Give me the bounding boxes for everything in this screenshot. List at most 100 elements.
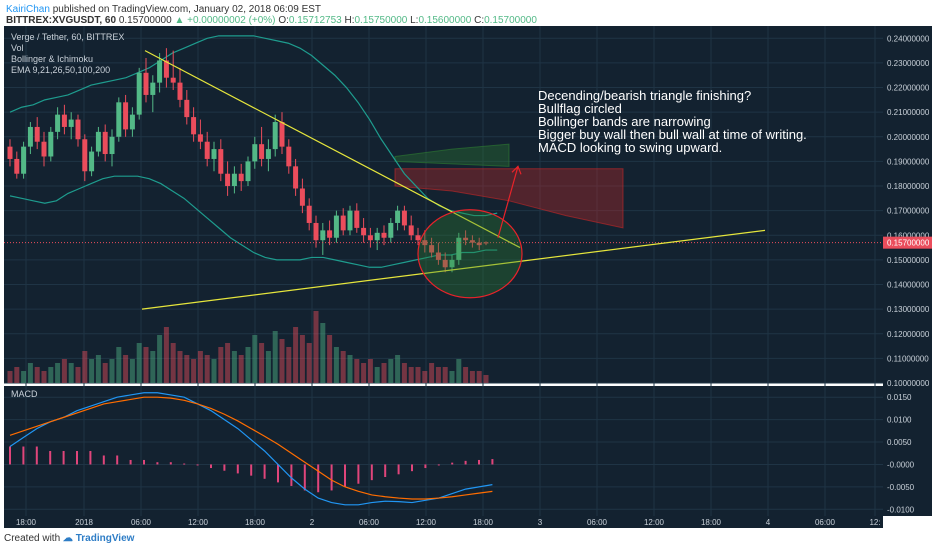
macd-histogram-bar	[277, 464, 279, 483]
volume-bar	[401, 363, 407, 383]
candle-body	[225, 173, 231, 187]
macd-histogram-bar	[62, 451, 65, 465]
time-tick-label: 06:00	[131, 518, 152, 527]
volume-bar	[68, 363, 74, 383]
volume-bar	[442, 367, 448, 383]
volume-bar	[61, 359, 67, 383]
volume-bar	[449, 371, 455, 383]
volume-bar	[354, 359, 360, 383]
main-pane-bg	[4, 26, 883, 383]
macd-histogram-bar	[451, 462, 454, 465]
time-tick-label: 2	[310, 518, 315, 527]
macd-pane-bg	[4, 386, 883, 516]
macd-histogram-bar	[397, 464, 400, 475]
time-tick-label: 12:00	[188, 518, 209, 527]
tradingview-logo[interactable]: ☁ TradingView	[62, 533, 135, 544]
volume-bar	[21, 371, 27, 383]
volume-bar	[82, 351, 88, 383]
volume-bar	[231, 351, 237, 383]
volume-bar	[14, 367, 20, 383]
annotation-text: Decending/bearish triangle finishing? Bu…	[538, 88, 807, 155]
candle-body	[89, 151, 95, 172]
macd-histogram-bar	[156, 462, 159, 465]
volume-bar	[333, 347, 339, 383]
volume-bar	[55, 363, 61, 383]
macd-histogram-bar	[89, 451, 92, 465]
current-price-tag	[883, 236, 932, 249]
low-label: L:	[410, 15, 419, 26]
volume-bar	[313, 311, 319, 383]
annotation-line-2: Bullflag circled	[538, 101, 622, 116]
macd-histogram-bar	[35, 446, 38, 465]
ascending-trendline	[141, 229, 766, 310]
volume-bar	[89, 359, 95, 383]
macd-histogram-bar	[464, 460, 467, 465]
macd-histogram-bar	[357, 464, 360, 484]
candle-body	[157, 60, 163, 83]
volume-bar	[48, 367, 54, 383]
volume-bar	[157, 335, 163, 383]
price-axis-bg	[883, 26, 932, 516]
candle-body	[415, 235, 421, 241]
volume-bar	[102, 363, 108, 383]
legend-line-3: Bollinger & Ichimoku	[11, 54, 93, 64]
volume-bar	[109, 359, 115, 383]
volume-bar	[395, 355, 401, 383]
volume-bar	[95, 355, 101, 383]
volume-bar	[422, 371, 428, 383]
candle-body	[170, 77, 176, 83]
created-with-text: Created with	[4, 533, 61, 544]
last-price: 0.15700000	[118, 15, 172, 26]
macd-histogram-bar	[437, 464, 440, 466]
volume-bar	[150, 351, 156, 383]
author-name[interactable]: KairiChan	[6, 4, 50, 15]
price-tick-label: 0.17000000	[887, 207, 930, 216]
candle-body	[150, 82, 156, 95]
time-tick-label: 12:00	[416, 518, 437, 527]
candle-body	[374, 232, 380, 241]
tradingview-text: TradingView	[75, 533, 135, 544]
macd-histogram-bar	[250, 464, 253, 476]
price-tick-label: 0.14000000	[887, 281, 930, 290]
candle-body	[279, 122, 285, 147]
macd-histogram-bar	[169, 462, 172, 465]
macd-histogram-bar	[116, 455, 119, 465]
volume-bar	[75, 367, 81, 383]
volume-bar	[367, 359, 373, 383]
macd-histogram-bar	[303, 464, 306, 491]
upward-arrow-line	[497, 166, 519, 238]
volume-bar	[265, 351, 271, 383]
macd-tick-label: -0.0050	[887, 483, 915, 492]
macd-histogram-bar	[49, 451, 52, 465]
macd-histogram-bar	[9, 446, 11, 465]
price-tick-label: 0.13000000	[887, 305, 930, 314]
macd-histogram-bar	[384, 464, 387, 477]
candle-body	[395, 210, 401, 223]
volume-bar	[123, 355, 129, 383]
price-tick-label: 0.19000000	[887, 157, 930, 166]
volume-bar	[136, 343, 142, 383]
candle-body	[21, 146, 27, 174]
volume-bar	[327, 335, 333, 383]
bollinger-upper-line	[9, 35, 498, 217]
candle-body	[381, 232, 387, 238]
candle-body	[14, 158, 20, 174]
annotation-line-3: Bollinger bands are narrowing	[538, 114, 711, 129]
high-label: H:	[344, 15, 355, 26]
price-tick-label: 0.20000000	[887, 133, 930, 142]
macd-histogram-bar	[317, 464, 320, 493]
candle-body	[197, 134, 203, 142]
candle-body	[82, 139, 88, 172]
volume-bar	[483, 375, 489, 383]
candle-body	[259, 144, 265, 159]
macd-tick-label: 0.0100	[887, 416, 912, 425]
macd-histogram-bar	[129, 459, 132, 465]
volume-bar	[252, 335, 258, 383]
volume-bar	[463, 367, 469, 383]
macd-histogram-bar	[223, 464, 226, 471]
volume-bar	[286, 347, 292, 383]
candle-body	[136, 72, 142, 115]
volume-bar	[388, 359, 394, 383]
